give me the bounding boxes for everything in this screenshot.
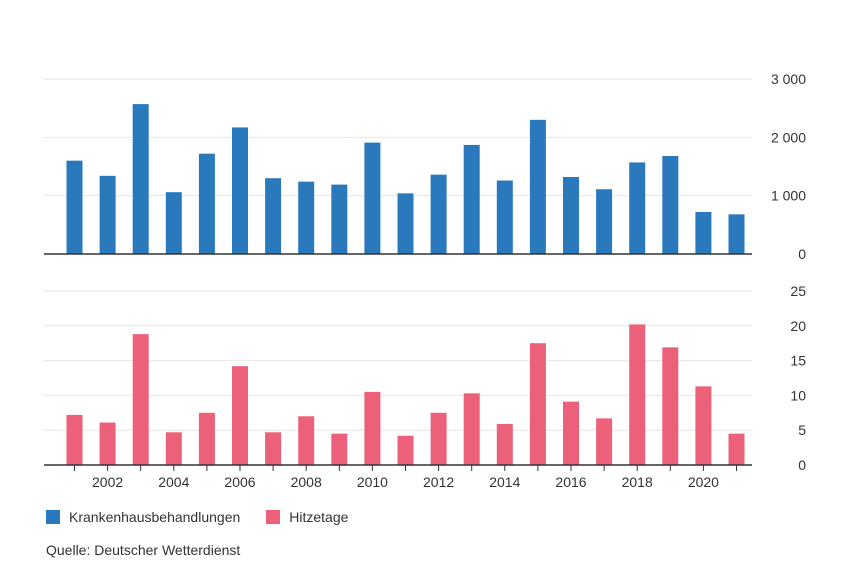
bar-krankenhaus-2015[interactable]: [529, 119, 546, 254]
y-tick-label-hitzetage-0: 0: [798, 457, 806, 473]
bar-krankenhaus-2019[interactable]: [662, 156, 679, 254]
x-tick-label-2012: 2012: [423, 474, 454, 490]
x-tick-label-2014: 2014: [489, 474, 520, 490]
legend-item-krankenhausbehandlungen[interactable]: Krankenhausbehandlungen: [46, 509, 240, 525]
bar-hitzetage-2007[interactable]: [265, 432, 282, 465]
y-tick-label-krankenhaus-0: 0: [798, 246, 806, 262]
x-tick-label-2002: 2002: [92, 474, 123, 490]
bar-krankenhaus-2001[interactable]: [66, 160, 83, 254]
x-tick-label-2018: 2018: [622, 474, 653, 490]
legend-label-hitzetage: Hitzetage: [289, 509, 349, 525]
x-tick-label-2020: 2020: [688, 474, 719, 490]
x-tick-label-2010: 2010: [357, 474, 388, 490]
bar-hitzetage-2004[interactable]: [165, 432, 182, 465]
x-tick-label-2008: 2008: [291, 474, 322, 490]
bar-hitzetage-2020[interactable]: [695, 386, 712, 465]
bar-hitzetage-2017[interactable]: [596, 418, 613, 465]
bar-hitzetage-2019[interactable]: [662, 347, 679, 465]
y-tick-label-hitzetage-15: 15: [790, 353, 806, 369]
bar-krankenhaus-2004[interactable]: [165, 192, 182, 254]
legend-label-krankenhausbehandlungen: Krankenhausbehandlungen: [69, 509, 241, 525]
x-tick-label-2016: 2016: [555, 474, 586, 490]
legend-item-hitzetage[interactable]: Hitzetage: [266, 509, 348, 525]
bar-krankenhaus-2005[interactable]: [198, 153, 215, 254]
bar-krankenhaus-2012[interactable]: [430, 174, 447, 254]
bar-hitzetage-2010[interactable]: [364, 391, 381, 465]
y-tick-label-hitzetage-5: 5: [798, 422, 806, 438]
legend-swatch-krankenhausbehandlungen: [46, 510, 60, 524]
bar-krankenhaus-2018[interactable]: [629, 162, 646, 254]
bar-hitzetage-2018[interactable]: [629, 324, 646, 465]
bar-hitzetage-2003[interactable]: [132, 334, 149, 465]
bar-hitzetage-2008[interactable]: [298, 416, 315, 465]
bar-krankenhaus-2017[interactable]: [596, 189, 613, 254]
bar-krankenhaus-2016[interactable]: [563, 177, 579, 254]
y-tick-label-krankenhaus-2000: 2 000: [771, 129, 806, 145]
bar-krankenhaus-2002[interactable]: [99, 175, 116, 254]
bar-krankenhaus-2010[interactable]: [364, 142, 381, 254]
bar-hitzetage-2012[interactable]: [430, 412, 447, 465]
source-note: Quelle: Deutscher Wetterdienst: [46, 542, 241, 558]
bar-krankenhaus-2014[interactable]: [496, 180, 513, 255]
legend: Krankenhausbehandlungen Hitzetage: [46, 509, 374, 525]
x-tick-label-2004: 2004: [158, 474, 189, 490]
legend-swatch-hitzetage: [266, 510, 281, 524]
bar-hitzetage-2006[interactable]: [232, 366, 248, 465]
bar-hitzetage-2009[interactable]: [331, 433, 348, 465]
x-axis: 2002 2004 2006 2008 2010 2012 2014 2016 2018 2020: [74, 465, 737, 490]
y-tick-label-hitzetage-10: 10: [790, 387, 806, 403]
bar-hitzetage-2011[interactable]: [397, 435, 414, 465]
bar-hitzetage-2014[interactable]: [496, 423, 513, 465]
bar-krankenhaus-2008[interactable]: [298, 181, 315, 254]
y-tick-label-krankenhaus-3000: 3 000: [771, 71, 806, 87]
bar-hitzetage-2001[interactable]: [66, 414, 83, 465]
bar-hitzetage-2021[interactable]: [728, 433, 745, 465]
bar-hitzetage-2015[interactable]: [529, 343, 546, 465]
y-tick-label-krankenhaus-1000: 1 000: [771, 188, 806, 204]
y-tick-label-hitzetage-25: 25: [790, 283, 806, 299]
bar-krankenhaus-2009[interactable]: [331, 184, 348, 254]
y-tick-label-hitzetage-20: 20: [790, 318, 806, 334]
bar-krankenhaus-2021[interactable]: [728, 214, 745, 254]
bar-krankenhaus-2013[interactable]: [463, 144, 480, 254]
bar-krankenhaus-2007[interactable]: [265, 178, 282, 254]
bar-krankenhaus-2006[interactable]: [232, 127, 248, 254]
bottom-panel-hitzetage: 0 5 10 15 20 25: [44, 283, 806, 473]
x-tick-label-2006: 2006: [224, 474, 255, 490]
bar-krankenhaus-2003[interactable]: [132, 104, 149, 254]
bar-hitzetage-2013[interactable]: [463, 393, 480, 465]
bar-hitzetage-2002[interactable]: [99, 422, 116, 465]
top-panel-krankenhausbehandlungen: 0 1 000 2 000 3 000: [44, 71, 806, 262]
chart-area: 0 1 000 2 000 3 000 0 5 10 15 20 25 2002 2004 2006…: [44, 71, 806, 490]
bar-hitzetage-2016[interactable]: [563, 401, 579, 465]
bar-krankenhaus-2020[interactable]: [695, 212, 712, 254]
bar-hitzetage-2005[interactable]: [198, 412, 215, 465]
bar-krankenhaus-2011[interactable]: [397, 193, 414, 254]
